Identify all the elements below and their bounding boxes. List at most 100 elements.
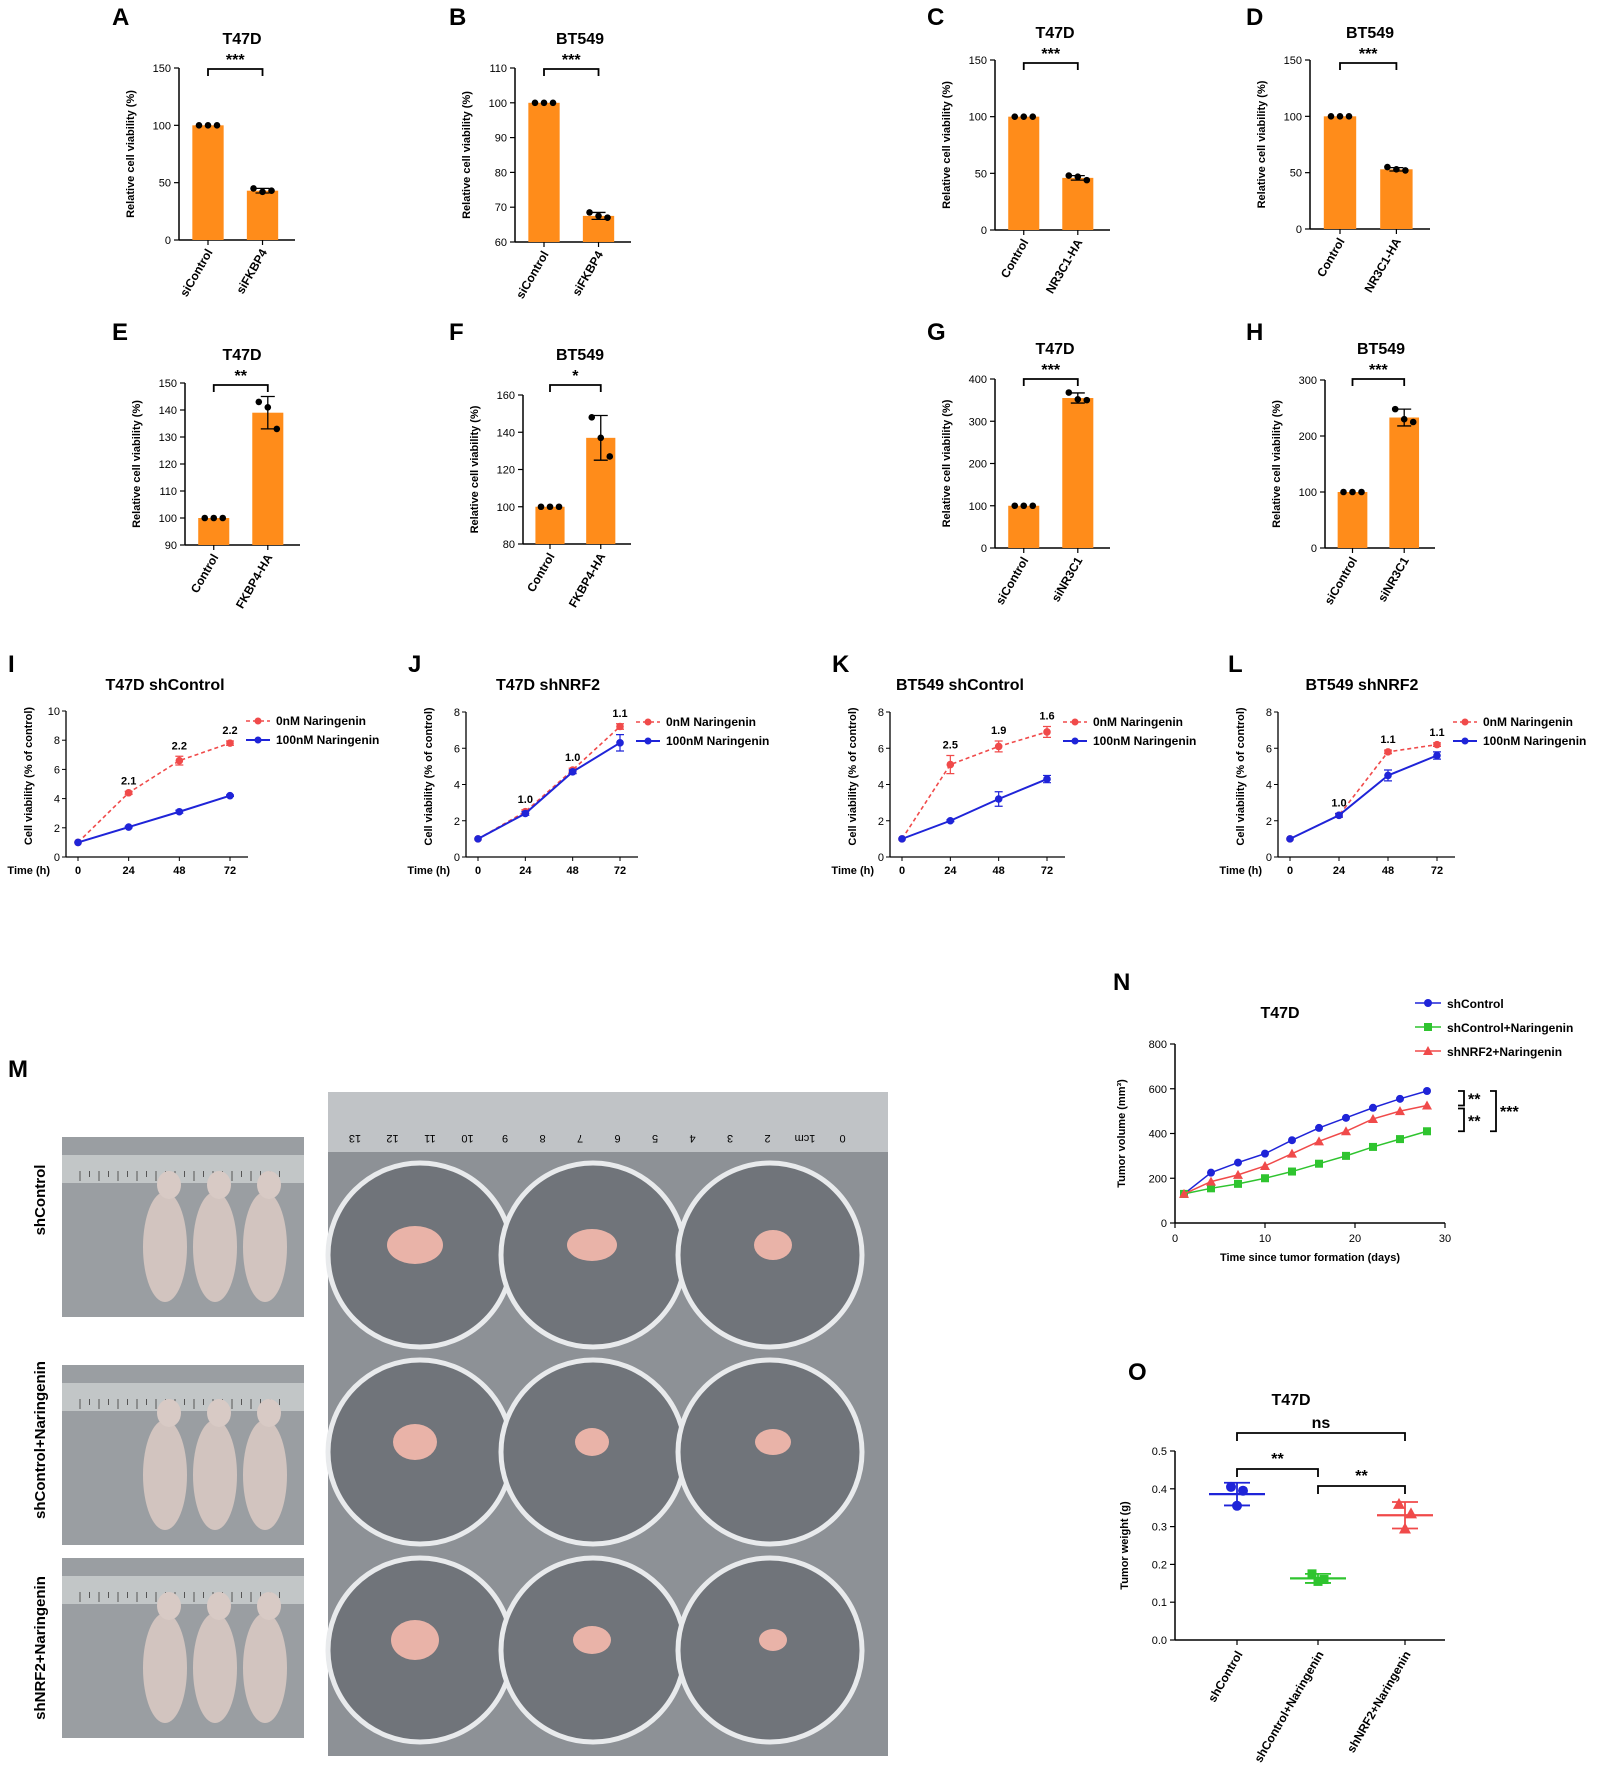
x-tick-label-E-1: FKBP4-HA [233, 551, 276, 611]
x-tick-label-I-3: 72 [224, 865, 236, 877]
y-tick-label-H-3: 300 [1299, 375, 1317, 387]
data-point-G-1-2 [1083, 396, 1091, 404]
y-tick-label-F-0: 80 [503, 539, 515, 551]
data-point-O-2-2 [1399, 1522, 1411, 1534]
data-point-K-1-3 [1043, 775, 1051, 783]
x-tick-label-B-1: siFKBP4 [569, 248, 606, 298]
data-point-N-0-7 [1369, 1103, 1377, 1112]
x-axis-label-N: Time since tumor formation (days) [1220, 1252, 1400, 1264]
data-point-F-0-1 [546, 503, 554, 511]
data-point-C-1-0 [1065, 172, 1073, 179]
series-line-N-0 [1183, 1090, 1428, 1195]
x-tick-label-J-3: 72 [614, 865, 626, 877]
chart-title-G: T47D [1035, 341, 1074, 358]
y-axis-label-C: Relative cell viability (%) [941, 81, 953, 209]
y-tick-label-C-1: 50 [975, 168, 987, 180]
data-point-N-2-9 [1422, 1100, 1432, 1110]
plate-ruler-number-0: 13 [349, 1132, 361, 1144]
data-point-K-1-2 [994, 795, 1003, 803]
data-point-J-1-0 [474, 835, 482, 843]
y-tick-label-N-2: 400 [1149, 1129, 1167, 1141]
panel-label-f: F [449, 319, 464, 346]
chart-title-O: T47D [1271, 1392, 1310, 1409]
y-tick-label-B-3: 90 [495, 133, 507, 145]
chart-c: C T47D 0 50 100 150 Relative cell viability (%… [927, 4, 1110, 296]
x-tick-label-N-2: 20 [1349, 1233, 1361, 1245]
sig-label-D: *** [1359, 46, 1378, 63]
sig-label-N-0: ** [1468, 1091, 1481, 1108]
legend-label-N-0: shControl [1447, 997, 1504, 1011]
plate-ruler-number-12: 1cm [795, 1132, 816, 1144]
y-axis-label-F: Relative cell viability (%) [469, 405, 481, 533]
y-tick-label-A-1: 50 [159, 178, 171, 190]
y-tick-label-F-2: 120 [497, 465, 515, 477]
plate-ruler-number-6: 7 [577, 1132, 583, 1144]
plate-ruler [328, 1092, 888, 1152]
data-point-I-0-3 [226, 739, 234, 747]
data-point-A-0-2 [213, 122, 221, 129]
data-point-L-0-2 [1384, 748, 1392, 756]
legend-marker-K-0 [1071, 718, 1079, 726]
data-point-N-2-4 [1287, 1148, 1297, 1158]
y-tick-label-E-3: 120 [159, 459, 177, 471]
sig-bracket-D [1339, 62, 1398, 70]
bar-D-0 [1323, 116, 1357, 229]
sig-label-O-2: ** [1355, 1468, 1368, 1485]
plate-ruler-number-1: 12 [386, 1132, 398, 1144]
y-tick-label-H-2: 200 [1299, 431, 1317, 443]
panel-label-k: K [832, 651, 850, 678]
y-tick-label-C-3: 150 [969, 55, 987, 67]
mouse-head-0-1 [207, 1171, 231, 1199]
data-point-J-1-1 [521, 809, 530, 818]
panel-label-h: H [1246, 319, 1263, 346]
y-tick-label-E-5: 140 [159, 405, 177, 417]
x-tick-label-F-1: FKBP4-HA [566, 550, 609, 610]
bar-A-1 [246, 190, 279, 240]
sig-label-O-1: ** [1271, 1451, 1284, 1468]
y-tick-label-J-0: 0 [454, 852, 460, 864]
x-tick-label-K-2: 48 [993, 865, 1005, 877]
data-point-D-0-2 [1345, 113, 1353, 120]
mouse-head-0-2 [257, 1171, 281, 1199]
x-tick-label-L-0: 0 [1287, 865, 1293, 877]
ratio-label-J-1: 1.0 [565, 752, 580, 764]
y-tick-label-A-0: 0 [165, 235, 171, 247]
ratio-label-K-0: 2.5 [943, 740, 958, 752]
sig-bracket-A [207, 68, 264, 76]
plate-ruler-number-7: 6 [614, 1132, 620, 1144]
y-tick-label-D-1: 50 [1290, 168, 1302, 180]
data-point-N-2-8 [1395, 1106, 1405, 1116]
y-tick-label-J-4: 8 [454, 707, 460, 719]
x-tick-label-L-2: 48 [1382, 865, 1394, 877]
data-point-I-1-0 [74, 838, 82, 847]
legend-label-J-1: 100nM Naringenin [666, 734, 769, 748]
ratio-label-J-2: 1.1 [612, 708, 627, 720]
ratio-label-K-2: 1.6 [1039, 711, 1054, 723]
y-tick-label-N-0: 0 [1161, 1218, 1167, 1230]
x-tick-label-I-2: 48 [173, 865, 185, 877]
chart-b: B BT549 60 70 80 90 100 110 Relative cell viabil… [449, 4, 631, 301]
photo-row-label-1: shControl+Naringenin [32, 1361, 49, 1519]
data-point-O-1-2 [1313, 1576, 1323, 1586]
bar-C-1 [1062, 177, 1094, 230]
sig-bracket-O-2 [1317, 1485, 1406, 1494]
y-tick-label-K-3: 6 [878, 743, 884, 755]
mouse-head-0-0 [157, 1171, 181, 1199]
x-tick-label-A-0: siControl [177, 247, 215, 300]
legend-marker-L-1 [1461, 737, 1469, 745]
y-axis-label-K: Cell viability (% of control) [847, 707, 859, 845]
x-tick-label-C-1: NR3C1-HA [1043, 236, 1086, 296]
chart-title-F: BT549 [556, 347, 604, 364]
x-tick-label-C-0: Control [998, 237, 1031, 281]
bar-A-0 [192, 125, 224, 240]
data-point-C-1-2 [1083, 176, 1091, 184]
y-tick-label-I-2: 4 [54, 794, 60, 806]
mice-photos [62, 1137, 304, 1738]
data-point-F-1-1 [597, 434, 605, 442]
series-line-I-0 [77, 742, 231, 843]
data-point-B-0-0 [531, 99, 539, 107]
sig-label-G: *** [1041, 362, 1060, 379]
x-tick-label-B-0: siControl [513, 249, 551, 302]
tumor-2-1 [573, 1626, 611, 1654]
data-point-H-0-0 [1340, 488, 1347, 496]
